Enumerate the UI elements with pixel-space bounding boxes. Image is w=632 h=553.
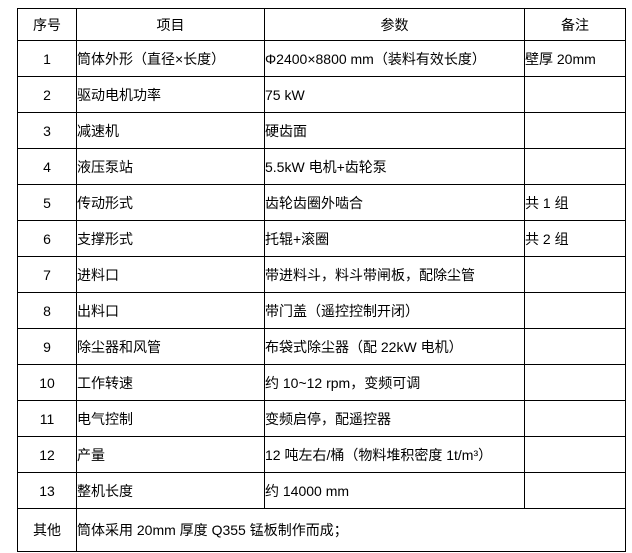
table-row: 12 产量 12 吨左右/桶（物料堆积密度 1t/m³） <box>17 436 626 473</box>
cell-item: 液压泵站 <box>76 148 265 185</box>
cell-no: 5 <box>17 184 77 221</box>
cell-note <box>524 400 626 437</box>
cell-note <box>524 148 626 185</box>
table-row: 11 电气控制 变频启停，配遥控器 <box>17 400 626 437</box>
cell-item: 除尘器和风管 <box>76 328 265 365</box>
cell-no: 12 <box>17 436 77 473</box>
cell-no: 1 <box>17 40 77 77</box>
cell-param: 齿轮齿圈外啮合 <box>264 184 525 221</box>
table-row: 6 支撑形式 托辊+滚圈共 2 组 <box>17 220 626 257</box>
table-row: 8 出料口 带门盖（遥控控制开闭） <box>17 292 626 329</box>
table-row: 5 传动形式 齿轮齿圈外啮合共 1 组 <box>17 184 626 221</box>
header-item: 项目 <box>76 8 265 41</box>
cell-no: 4 <box>17 148 77 185</box>
cell-note <box>524 292 626 329</box>
cell-item: 传动形式 <box>76 184 265 221</box>
cell-note <box>524 436 626 473</box>
cell-param: 约 10~12 rpm，变频可调 <box>264 364 525 401</box>
table-row: 3 减速机 硬齿面 <box>17 112 626 149</box>
cell-item: 整机长度 <box>76 472 265 509</box>
cell-param: Φ2400×8800 mm（装料有效长度） <box>264 40 525 77</box>
table-row: 10 工作转速约 10~12 rpm，变频可调 <box>17 364 626 401</box>
cell-item: 减速机 <box>76 112 265 149</box>
cell-param: 12 吨左右/桶（物料堆积密度 1t/m³） <box>264 436 525 473</box>
header-note: 备注 <box>524 8 626 41</box>
cell-param: 硬齿面 <box>264 112 525 149</box>
cell-item: 出料口 <box>76 292 265 329</box>
spec-table: 序号 项目 参数 备注 1 筒体外形（直径×长度） Φ2400×8800 mm（装料… <box>17 8 626 552</box>
cell-param: 托辊+滚圈 <box>264 220 525 257</box>
cell-param: 75 kW <box>264 76 525 113</box>
cell-no: 8 <box>17 292 77 329</box>
footer-label: 其他 <box>17 508 77 552</box>
cell-item: 进料口 <box>76 256 265 293</box>
footer-row: 其他 筒体采用 20mm 厚度 Q355 锰板制作而成； <box>17 508 626 552</box>
table-row: 2 驱动电机功率 75 kW <box>17 76 626 113</box>
cell-item: 工作转速 <box>76 364 265 401</box>
table-row: 1 筒体外形（直径×长度） Φ2400×8800 mm（装料有效长度） 壁厚 20mm <box>17 40 626 77</box>
table-body: 1 筒体外形（直径×长度） Φ2400×8800 mm（装料有效长度） 壁厚 20mm… <box>17 40 626 509</box>
cell-note <box>524 112 626 149</box>
header-row: 序号 项目 参数 备注 <box>17 8 626 41</box>
cell-no: 2 <box>17 76 77 113</box>
table-footer: 其他 筒体采用 20mm 厚度 Q355 锰板制作而成； <box>17 508 626 552</box>
table-row: 13 整机长度约 14000 mm <box>17 472 626 509</box>
cell-note: 共 1 组 <box>524 184 626 221</box>
cell-no: 11 <box>17 400 77 437</box>
cell-item: 筒体外形（直径×长度） <box>76 40 265 77</box>
cell-note <box>524 256 626 293</box>
table-row: 9 除尘器和风管 布袋式除尘器（配 22kW 电机） <box>17 328 626 365</box>
cell-param: 变频启停，配遥控器 <box>264 400 525 437</box>
cell-note <box>524 328 626 365</box>
cell-no: 10 <box>17 364 77 401</box>
cell-no: 9 <box>17 328 77 365</box>
cell-item: 驱动电机功率 <box>76 76 265 113</box>
cell-param: 带门盖（遥控控制开闭） <box>264 292 525 329</box>
footer-text: 筒体采用 20mm 厚度 Q355 锰板制作而成； <box>76 508 626 552</box>
table-row: 7 进料口 带进料斗，料斗带闸板，配除尘管 <box>17 256 626 293</box>
header-param: 参数 <box>264 8 525 41</box>
cell-note <box>524 472 626 509</box>
cell-no: 13 <box>17 472 77 509</box>
cell-param: 5.5kW 电机+齿轮泵 <box>264 148 525 185</box>
header-no: 序号 <box>17 8 77 41</box>
cell-note: 共 2 组 <box>524 220 626 257</box>
cell-item: 支撑形式 <box>76 220 265 257</box>
cell-no: 3 <box>17 112 77 149</box>
cell-note <box>524 364 626 401</box>
cell-note <box>524 76 626 113</box>
cell-item: 电气控制 <box>76 400 265 437</box>
cell-param: 约 14000 mm <box>264 472 525 509</box>
cell-param: 带进料斗，料斗带闸板，配除尘管 <box>264 256 525 293</box>
cell-note: 壁厚 20mm <box>524 40 626 77</box>
cell-item: 产量 <box>76 436 265 473</box>
table-header: 序号 项目 参数 备注 <box>17 8 626 41</box>
cell-no: 7 <box>17 256 77 293</box>
cell-param: 布袋式除尘器（配 22kW 电机） <box>264 328 525 365</box>
table-row: 4 液压泵站 5.5kW 电机+齿轮泵 <box>17 148 626 185</box>
cell-no: 6 <box>17 220 77 257</box>
